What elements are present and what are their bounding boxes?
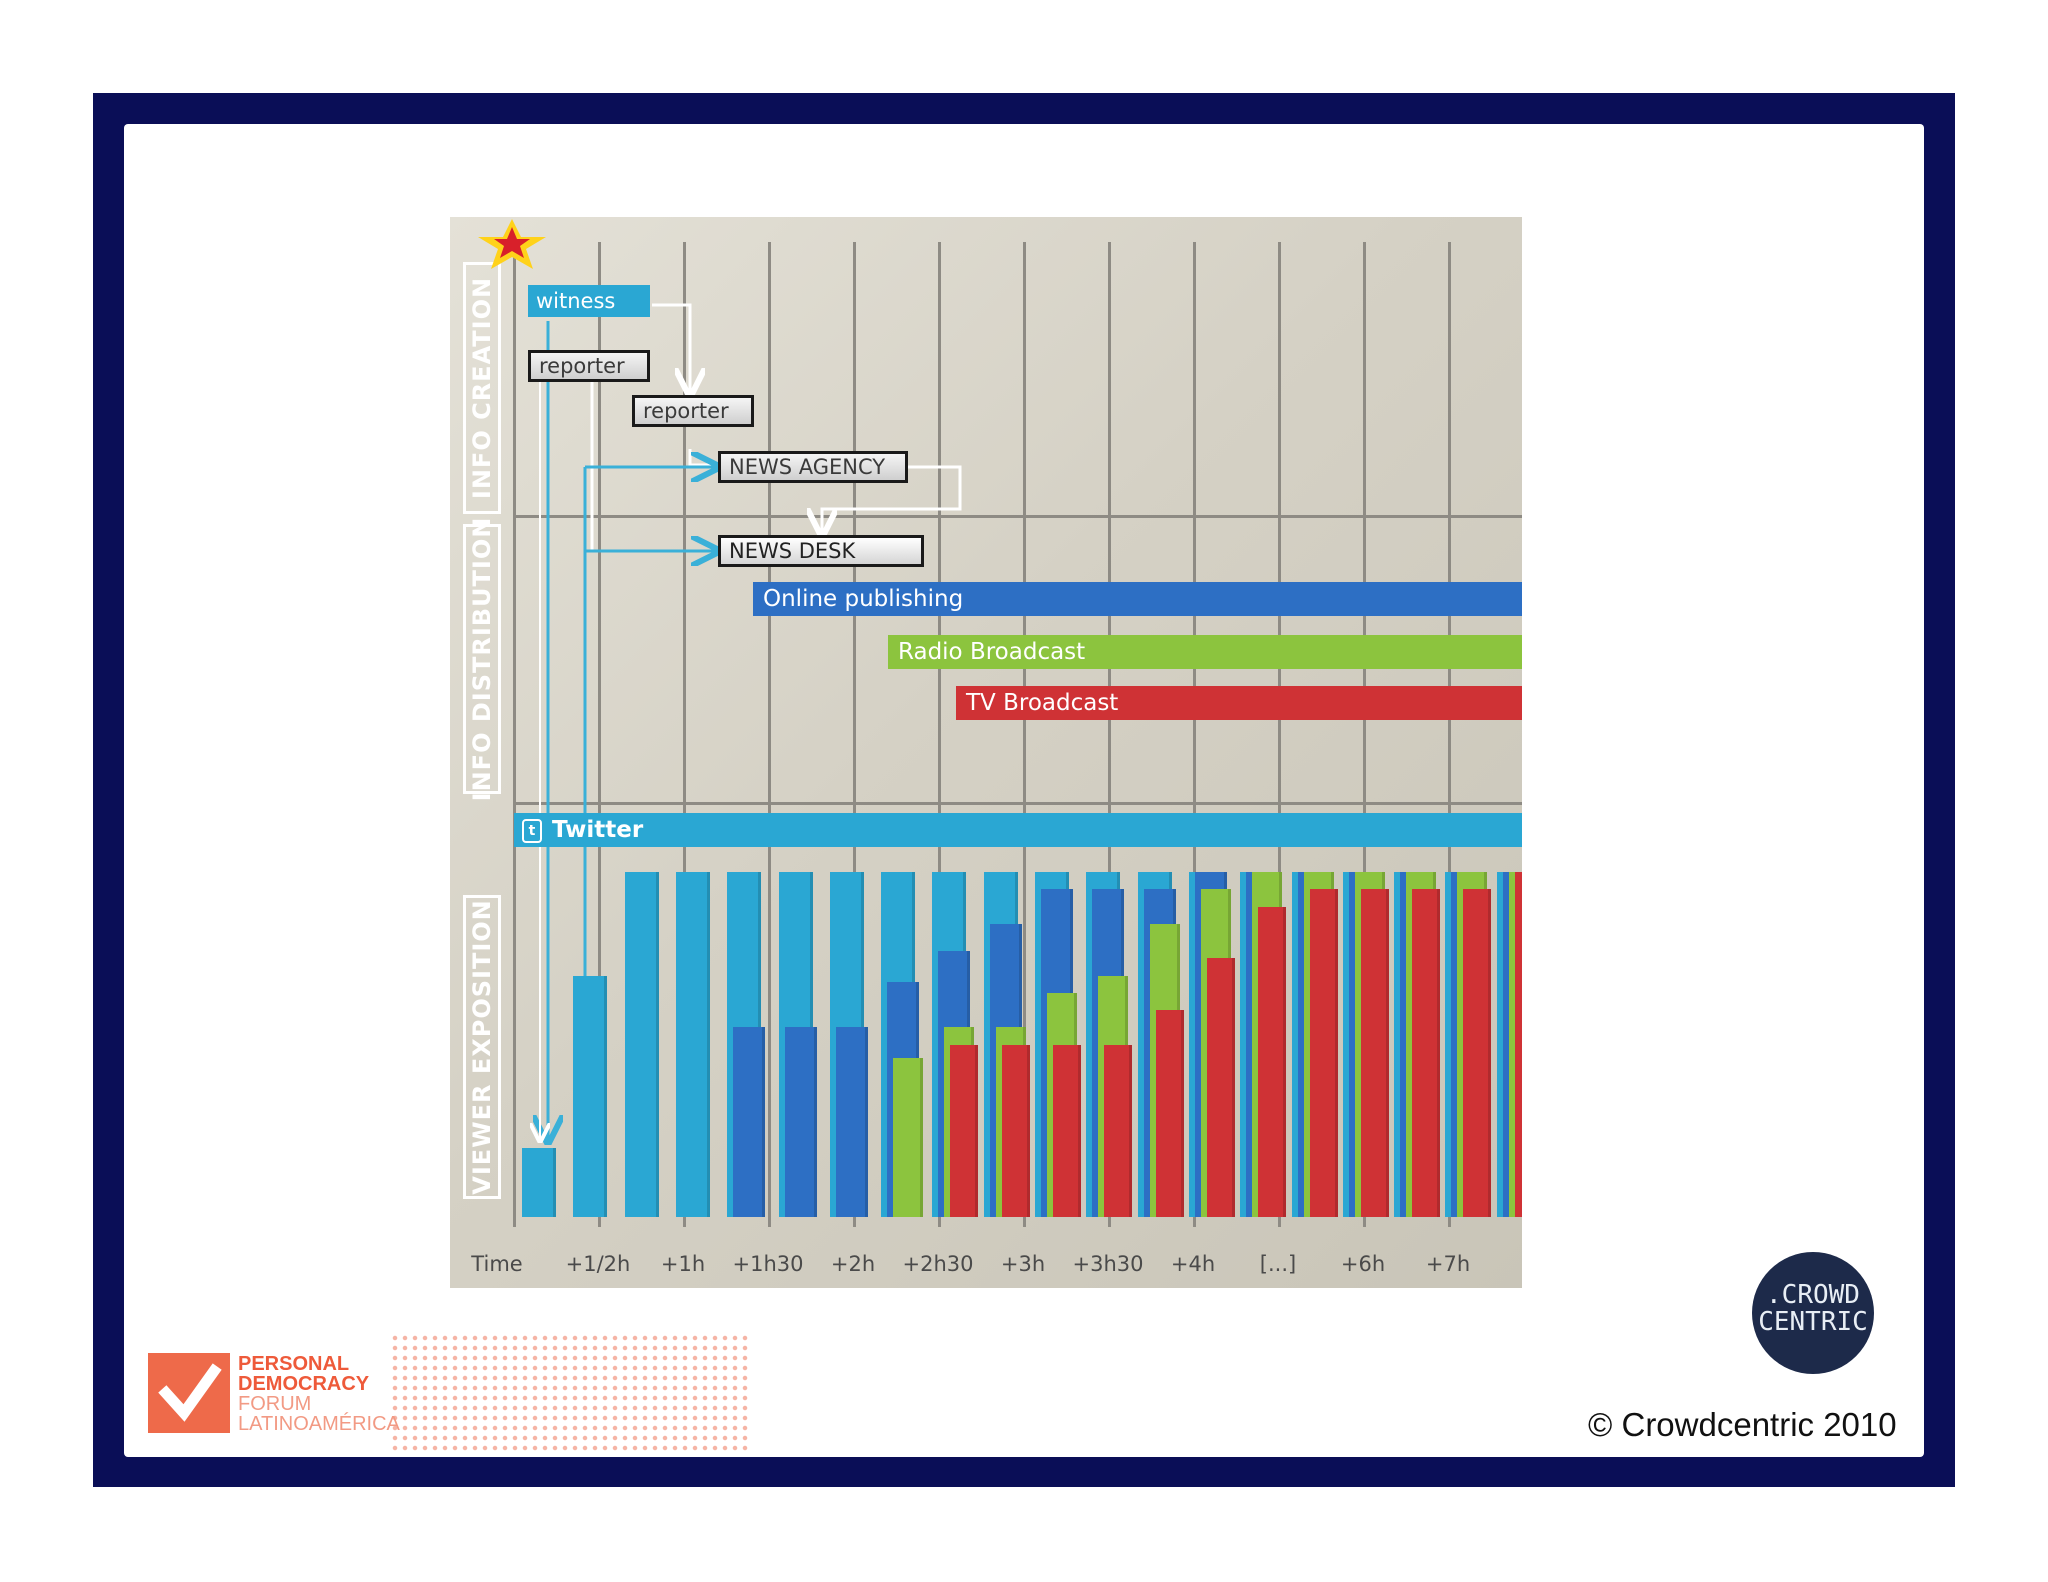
pdf-wordmark: PERSONAL DEMOCRACY FORUM LATINOAMÉRICA (238, 1354, 400, 1434)
section-divider (514, 515, 1522, 518)
flow-connectors (450, 303, 962, 1288)
exposition-bar-tv (1155, 1010, 1184, 1217)
exposition-bar-twitter (522, 1148, 556, 1217)
twitter-bar: t Twitter (514, 813, 1522, 847)
twitter-label: Twitter (552, 817, 644, 843)
section-viewer-exposition: VIEWER EXPOSITION (463, 895, 501, 1199)
reporter-node-2: reporter (632, 395, 754, 427)
exposition-bar-tv (1053, 1044, 1081, 1217)
pdf-line-3: FORUM (238, 1393, 312, 1415)
exposition-bar-tv (1463, 889, 1492, 1217)
exposition-bar-tv (1258, 906, 1287, 1217)
time-tick: +1/2h (565, 1252, 631, 1276)
exposition-bar-online (835, 1027, 868, 1217)
reporter-node-1: reporter (528, 350, 650, 382)
exposition-bar-twitter (573, 975, 608, 1217)
time-tick: +3h30 (1072, 1252, 1144, 1276)
time-tick: +6h (1340, 1252, 1386, 1276)
viewer-exposition-bars (450, 217, 1522, 1288)
radio-broadcast-bar: Radio Broadcast (888, 635, 1522, 669)
exposition-bar-online (733, 1027, 766, 1217)
grid-line (1278, 242, 1281, 1227)
pdf-line-4: LATINOAMÉRICA (238, 1413, 400, 1435)
pdf-line-1: PERSONAL (238, 1353, 350, 1375)
crowd-logo-line1: .CROWD (1766, 1280, 1860, 1310)
grid-line (1108, 242, 1111, 1227)
exposition-bar-online (784, 1027, 817, 1217)
exposition-bar-tv (950, 1044, 979, 1217)
exposition-bar-tv (1001, 1044, 1030, 1217)
grid-line (683, 242, 686, 1227)
personal-democracy-forum-logo: PERSONAL DEMOCRACY FORUM LATINOAMÉRICA (130, 1333, 750, 1453)
news-timeline-diagram: INFO CREATION INFO DISTRIBUTION VIEWER E… (450, 217, 1522, 1288)
grid-line (598, 242, 601, 1227)
time-axis-label: Time (471, 1252, 523, 1276)
time-tick: [...] (1259, 1252, 1297, 1276)
event-star-icon (478, 219, 546, 269)
section-info-creation: INFO CREATION (463, 262, 501, 514)
exposition-bar-tv (1104, 1044, 1133, 1217)
pdf-line-2: DEMOCRACY (238, 1373, 370, 1395)
checkmark-icon (148, 1353, 230, 1433)
grid-line (513, 242, 516, 1227)
grid-line (1023, 242, 1026, 1227)
tv-broadcast-bar: TV Broadcast (956, 686, 1522, 720)
witness-node: witness (528, 285, 650, 317)
crowd-logo-line2: CENTRIC (1758, 1307, 1868, 1337)
time-tick: +3h (1000, 1252, 1046, 1276)
section-info-distribution: INFO DISTRIBUTION (463, 517, 501, 801)
online-publishing-bar: Online publishing (753, 582, 1522, 616)
exposition-bar-tv (1360, 889, 1389, 1217)
dot-pattern (390, 1333, 750, 1453)
exposition-bar-tv (1412, 889, 1441, 1217)
time-tick: +1h (660, 1252, 706, 1276)
grid-line (1363, 242, 1366, 1227)
copyright-text: © Crowdcentric 2010 (1588, 1406, 1897, 1443)
section-divider (514, 802, 1522, 805)
grid-line (1448, 242, 1451, 1227)
exposition-bar-twitter (675, 872, 710, 1217)
time-tick: +4h (1170, 1252, 1216, 1276)
grid-line (1193, 242, 1196, 1227)
twitter-bird-icon: t (522, 818, 542, 843)
time-tick: +1h30 (732, 1252, 804, 1276)
news-agency-node: NEWS AGENCY (718, 451, 908, 483)
news-desk-node: NEWS DESK (718, 535, 924, 567)
grid-line (853, 242, 856, 1227)
exposition-bar-tv (1309, 889, 1338, 1217)
exposition-bar-tv (1206, 958, 1235, 1217)
time-tick: +2h30 (902, 1252, 974, 1276)
exposition-bar-tv (1514, 872, 1522, 1217)
time-tick: +7h (1425, 1252, 1471, 1276)
grid-line (768, 242, 771, 1227)
crowdcentric-logo: .CROWD CENTRIC (1752, 1252, 1874, 1374)
grid-line (938, 242, 941, 1227)
exposition-bar-twitter (624, 872, 659, 1217)
time-tick: +2h (830, 1252, 876, 1276)
exposition-bar-radio (893, 1058, 924, 1217)
